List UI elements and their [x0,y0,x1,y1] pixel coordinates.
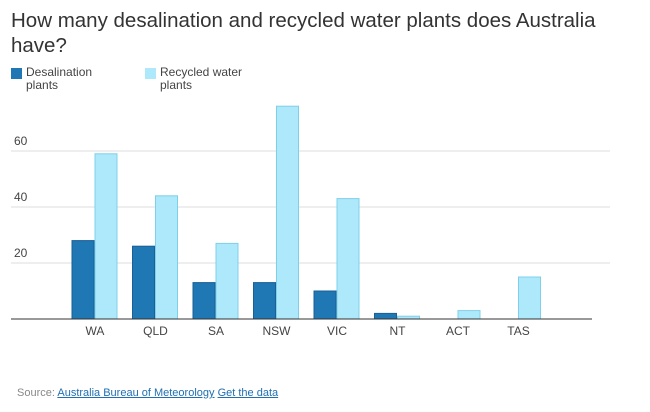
bar-recycled-qld [155,195,178,320]
x-tick-label-sa: SA [208,324,224,338]
bar-desalination-nt [374,312,397,320]
bar-recycled-sa [215,242,239,320]
bar-recycled-act [457,310,481,320]
x-tick-label-nt: NT [390,324,407,338]
x-tick-label-wa: WA [86,324,105,338]
y-tick-label-40: 40 [14,190,28,204]
bar-chart: 20 40 60 WA QLD SA NSW VIC NT ACT TAS [11,105,610,338]
legend-item-recycled: Recycled water plants [145,66,250,92]
legend-swatch-recycled [145,68,156,79]
legend-swatch-desalination [11,68,22,79]
get-data-link[interactable]: Get the data [217,387,279,399]
source-prefix: Source: [17,387,58,399]
legend-item-desalination: Desalination plants [11,66,116,92]
bar-recycled-tas [518,276,541,320]
bar-desalination-qld [132,245,155,320]
legend-label-recycled: Recycled water plants [160,65,243,92]
bar-recycled-vic [336,198,360,320]
chart-title: How many desalination and recycled water… [11,9,596,57]
bar-desalination-wa [71,240,95,320]
bar-desalination-vic [313,290,337,320]
x-tick-label-qld: QLD [143,324,168,338]
bar-desalination-sa [192,282,216,320]
source-link[interactable]: Australia Bureau of Meteorology [57,387,215,399]
bar-recycled-nsw [276,105,299,320]
x-tick-label-vic: VIC [327,324,347,338]
x-tick-label-nsw: NSW [263,324,292,338]
y-tick-label-60: 60 [14,134,28,148]
bar-recycled-wa [94,153,118,320]
x-tick-label-act: ACT [446,324,471,338]
y-tick-label-20: 20 [14,246,28,260]
x-tick-label-tas: TAS [507,324,529,338]
bar-desalination-nsw [253,282,276,320]
legend-label-desalination: Desalination plants [26,65,93,92]
source-line: Source: Australia Bureau of Meteorology … [17,387,278,399]
